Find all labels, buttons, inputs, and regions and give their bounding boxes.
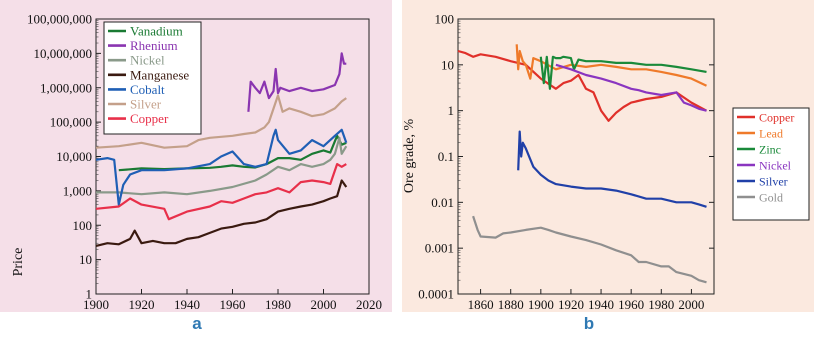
x-tick-label: 1920 — [129, 297, 155, 312]
y-tick-label: 10,000 — [56, 149, 92, 164]
x-tick-label: 2020 — [356, 297, 382, 312]
y-tick-label: 1 — [86, 287, 93, 302]
x-tick-label: 1940 — [588, 297, 614, 312]
legend-label: Silver — [130, 97, 162, 112]
legend-label: Zinc — [759, 143, 781, 157]
x-tick-label: 2000 — [311, 297, 337, 312]
series-line-manganese — [95, 179, 348, 247]
y-tick-label: 10 — [441, 57, 454, 72]
series-line-silver — [95, 94, 347, 149]
series-line-gold — [472, 215, 707, 284]
legend-label: Silver — [759, 175, 788, 189]
legend-label: Copper — [759, 111, 794, 125]
y-tick-label: 100,000,000 — [27, 12, 92, 27]
series-line-lead — [515, 44, 707, 87]
legend-label: Lead — [759, 127, 783, 141]
x-tick-label: 1940 — [174, 297, 200, 312]
series-line-zinc — [539, 55, 707, 90]
panel-label-b: b — [583, 314, 595, 333]
series-line-copper — [95, 163, 347, 221]
y-tick-label: 10,000,000 — [34, 46, 93, 61]
series-line-nickel — [96, 136, 348, 196]
y-tick-label: 1,000 — [63, 183, 92, 198]
panel-label-a: a — [192, 314, 202, 333]
x-tick-label: 2000 — [678, 297, 704, 312]
chart-b: 0.0001 0.001 0.01 0.1 1 10 100 1860 1880 1900 1920… — [402, 0, 814, 312]
series-line-copper — [457, 49, 708, 122]
legend-label: Nickel — [130, 53, 165, 68]
series-line-cobalt — [95, 128, 348, 206]
y-tick-label: 0.0001 — [418, 287, 454, 302]
y-tick-label: 0.001 — [425, 241, 454, 256]
y-tick-label: 1 — [448, 103, 455, 118]
series-line-nickel — [555, 63, 707, 112]
y-tick-label: 0.1 — [438, 149, 454, 164]
x-tick-label: 1900 — [83, 297, 109, 312]
legend-label: Rhenium — [130, 38, 178, 53]
y-axis-label: Ore grade, % — [402, 119, 417, 194]
x-tick-label: 1980 — [265, 297, 291, 312]
legend-label: Gold — [759, 191, 783, 205]
x-tick-label: 1860 — [468, 297, 494, 312]
y-tick-label: 10 — [79, 252, 92, 267]
series-line-silver — [517, 130, 707, 208]
y-tick-label: 1,000,000 — [40, 80, 92, 95]
legend-label: Cobalt — [130, 82, 165, 97]
legend-label: Nickel — [759, 159, 792, 173]
x-tick-label: 1960 — [220, 297, 246, 312]
legend-label: Copper — [130, 111, 169, 126]
series-line-rhenium — [247, 52, 347, 112]
chart-a: 1 10 100 1,000 10,000 100,000 1,000,000 10,000,… — [0, 0, 392, 312]
x-tick-label: 1920 — [558, 297, 584, 312]
x-tick-label: 1880 — [498, 297, 524, 312]
legend-label: Manganese — [130, 67, 189, 82]
x-tick-label: 1980 — [648, 297, 674, 312]
legend-box — [103, 21, 202, 135]
y-axis-label: Price — [11, 248, 26, 277]
y-tick-label: 100,000 — [50, 115, 92, 130]
y-tick-label: 0.01 — [431, 195, 454, 210]
x-tick-label: 1960 — [618, 297, 644, 312]
y-tick-label: 100 — [435, 12, 455, 27]
x-tick-label: 1900 — [528, 297, 554, 312]
legend-label: Vanadium — [130, 24, 183, 39]
y-tick-label: 100 — [73, 218, 93, 233]
